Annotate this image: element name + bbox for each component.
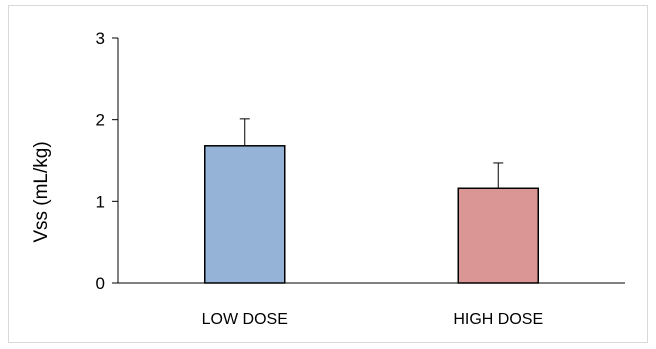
bar-low-dose	[204, 145, 286, 284]
bar-high-dose	[457, 187, 539, 284]
y-tick-label: 2	[96, 111, 105, 130]
y-tick-label: 3	[96, 29, 105, 48]
x-tick-label: HIGH DOSE	[453, 311, 543, 328]
y-axis-label: Vss (mL/kg)	[31, 141, 52, 242]
x-axis-labels: LOW DOSE HIGH DOSE	[202, 311, 544, 328]
y-tick-label: 1	[96, 192, 105, 211]
y-axis-ticks: 0 1 2 3	[96, 29, 118, 293]
error-bars	[239, 118, 504, 189]
chart-frame	[8, 5, 648, 343]
x-tick-label: LOW DOSE	[202, 311, 288, 328]
bars	[204, 145, 539, 284]
y-tick-label: 0	[96, 274, 105, 293]
